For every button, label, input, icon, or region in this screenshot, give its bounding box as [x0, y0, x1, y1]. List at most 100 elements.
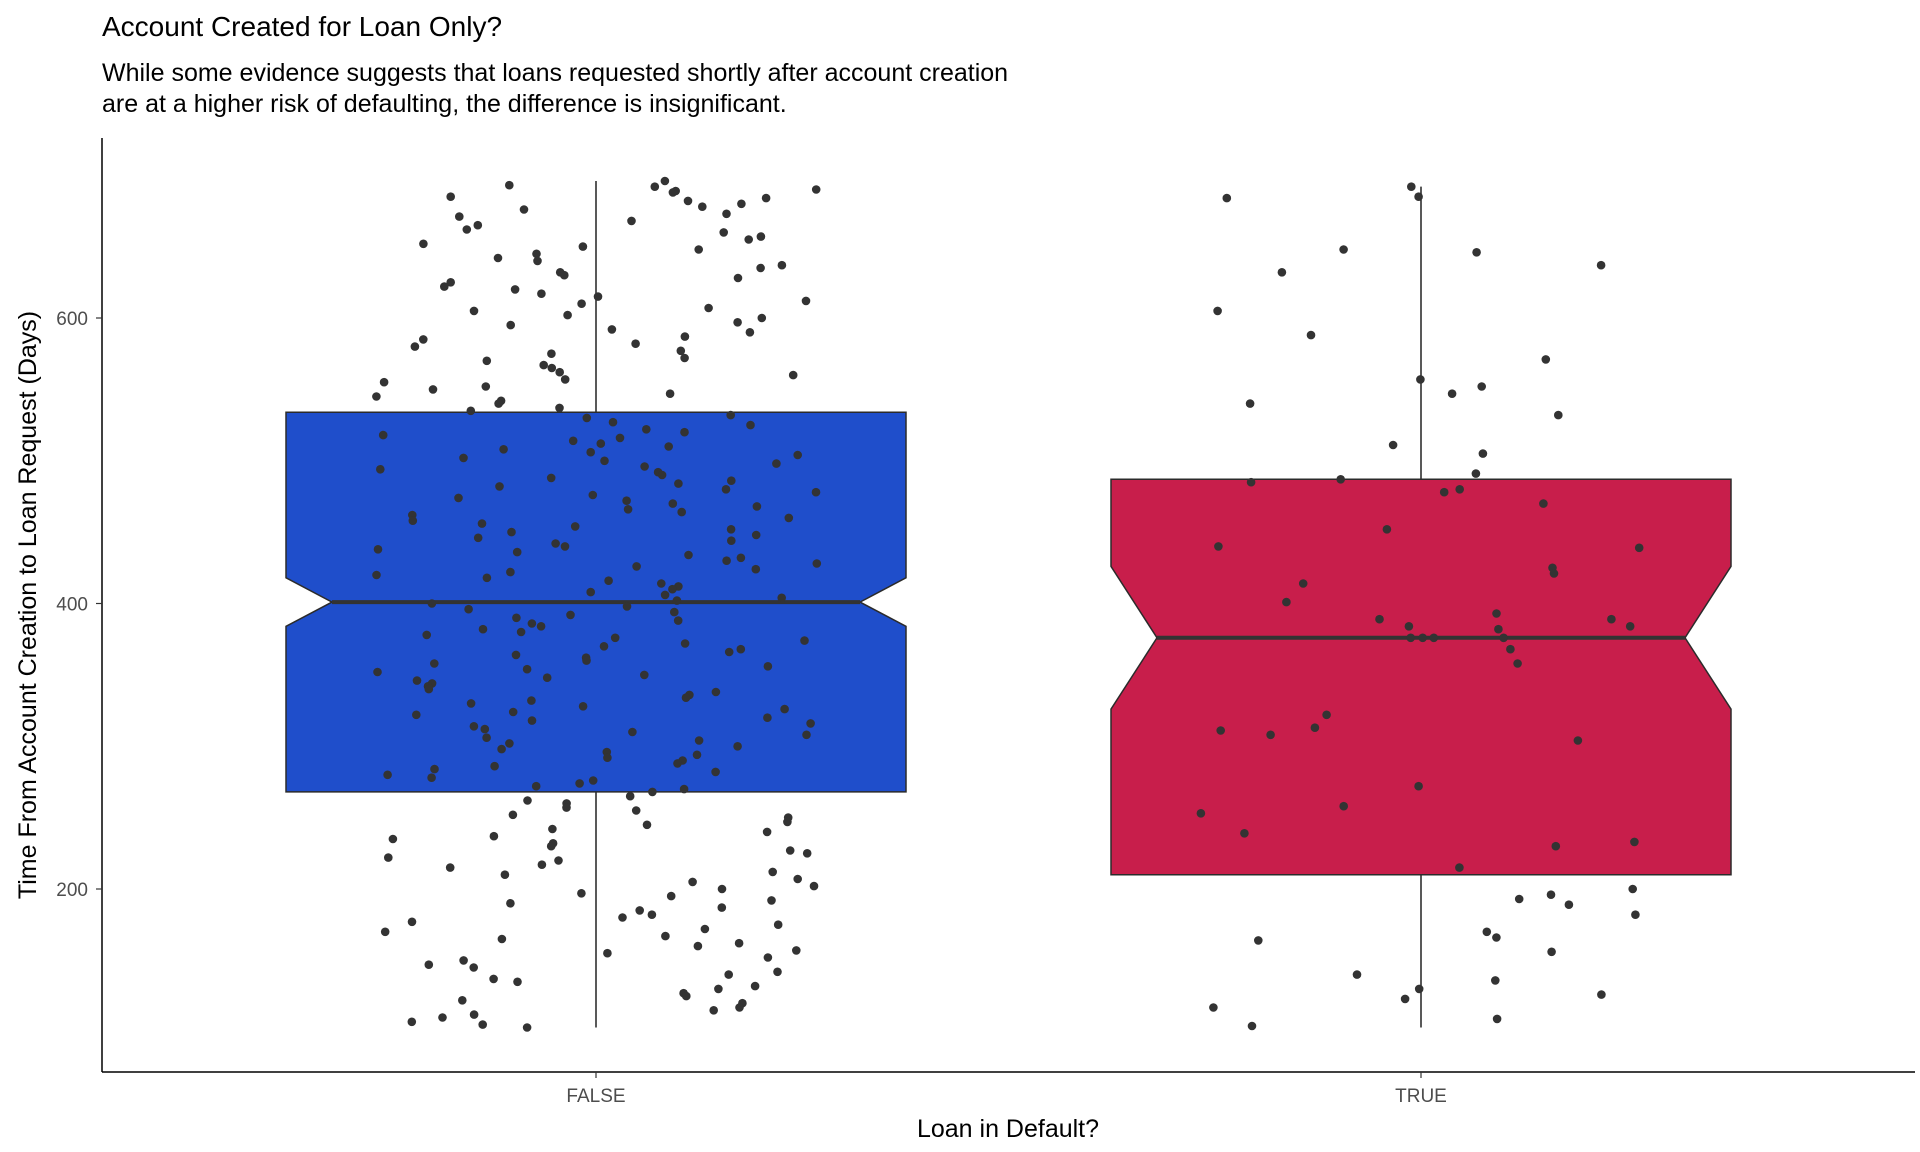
data-point-false — [693, 941, 703, 951]
data-point-false — [698, 202, 707, 211]
data-point-false — [481, 382, 491, 391]
data-point-false — [692, 750, 702, 760]
data-point-false — [724, 970, 733, 979]
data-point-false — [507, 527, 516, 537]
data-point-false — [679, 784, 689, 794]
data-point-true — [1625, 622, 1635, 631]
data-point-false — [676, 346, 686, 356]
data-point-true — [1455, 485, 1464, 494]
data-point-false — [610, 633, 620, 643]
data-point-true — [1494, 624, 1503, 634]
y-axis-title: Time From Account Creation to Loan Reque… — [14, 311, 42, 899]
data-point-false — [719, 228, 728, 237]
data-point-false — [505, 180, 514, 190]
data-point-false — [660, 176, 670, 186]
data-point-false — [784, 513, 794, 523]
data-point-false — [631, 806, 641, 815]
data-point-false — [508, 707, 518, 717]
data-point-false — [768, 867, 777, 877]
data-point-false — [727, 476, 736, 486]
data-point-false — [478, 1020, 488, 1029]
data-point-false — [446, 192, 456, 201]
data-point-false — [647, 910, 657, 919]
data-point-true — [1492, 609, 1501, 618]
data-point-false — [596, 439, 606, 448]
data-point-false — [490, 761, 499, 771]
data-point-true — [1631, 910, 1640, 919]
data-point-false — [684, 550, 693, 560]
data-point-false — [586, 587, 595, 597]
data-point-false — [482, 573, 492, 583]
data-point-false — [668, 499, 678, 508]
data-point-false — [430, 764, 439, 774]
data-point-false — [757, 313, 767, 323]
data-point-false — [682, 991, 691, 1001]
data-point-false — [376, 465, 385, 474]
data-point-false — [537, 289, 546, 299]
data-point-false — [648, 787, 657, 797]
data-point-false — [800, 636, 809, 645]
data-point-false — [664, 442, 673, 451]
data-point-false — [672, 596, 682, 605]
data-point-false — [510, 285, 520, 294]
data-point-false — [785, 846, 795, 855]
x-tick-label: TRUE — [1395, 1086, 1447, 1107]
data-point-false — [516, 627, 526, 637]
data-point-false — [788, 370, 798, 380]
data-point-true — [1564, 900, 1574, 909]
data-point-false — [622, 496, 631, 506]
data-point-false — [661, 931, 670, 941]
data-point-false — [642, 425, 651, 434]
data-point-false — [642, 820, 652, 830]
data-point-false — [477, 519, 487, 528]
data-point-false — [531, 781, 541, 791]
data-point-false — [547, 363, 557, 373]
data-point-false — [464, 604, 473, 614]
data-point-true — [1414, 192, 1423, 201]
data-point-false — [802, 849, 812, 858]
data-point-false — [480, 724, 490, 734]
data-point-false — [478, 624, 488, 634]
data-point-false — [372, 392, 381, 401]
data-point-false — [473, 220, 483, 230]
data-point-false — [539, 360, 548, 370]
data-point-false — [751, 564, 761, 574]
data-point-false — [608, 417, 618, 427]
data-point-false — [455, 212, 464, 221]
data-point-true — [1634, 543, 1644, 553]
data-point-false — [512, 547, 522, 557]
data-point-false — [588, 776, 598, 785]
data-point-false — [736, 644, 746, 654]
data-point-true — [1414, 781, 1423, 791]
data-point-false — [533, 256, 542, 266]
data-point-false — [640, 670, 649, 680]
data-point-false — [445, 863, 455, 872]
data-point-false — [566, 610, 575, 620]
y-tick-label: 200 — [56, 880, 88, 901]
data-point-false — [469, 963, 479, 972]
data-point-true — [1277, 268, 1287, 277]
data-point-false — [494, 399, 503, 408]
data-point-false — [736, 553, 746, 563]
data-point-false — [427, 773, 436, 782]
data-point-false — [802, 730, 811, 740]
data-point-false — [582, 656, 591, 665]
data-point-true — [1352, 970, 1362, 979]
data-point-false — [677, 507, 686, 517]
data-point-false — [773, 967, 782, 977]
data-point-false — [546, 473, 556, 483]
data-point-true — [1499, 633, 1508, 643]
data-point-false — [536, 622, 546, 631]
data-point-false — [577, 889, 586, 898]
data-point-false — [500, 870, 510, 879]
data-point-false — [563, 310, 572, 320]
data-point-true — [1254, 936, 1263, 945]
data-point-false — [734, 938, 744, 948]
data-point-true — [1547, 947, 1556, 957]
data-point-false — [522, 1023, 532, 1032]
data-point-false — [793, 450, 802, 460]
data-point-false — [717, 903, 727, 912]
data-point-false — [537, 860, 547, 869]
data-point-false — [582, 413, 592, 423]
data-point-false — [657, 579, 666, 588]
